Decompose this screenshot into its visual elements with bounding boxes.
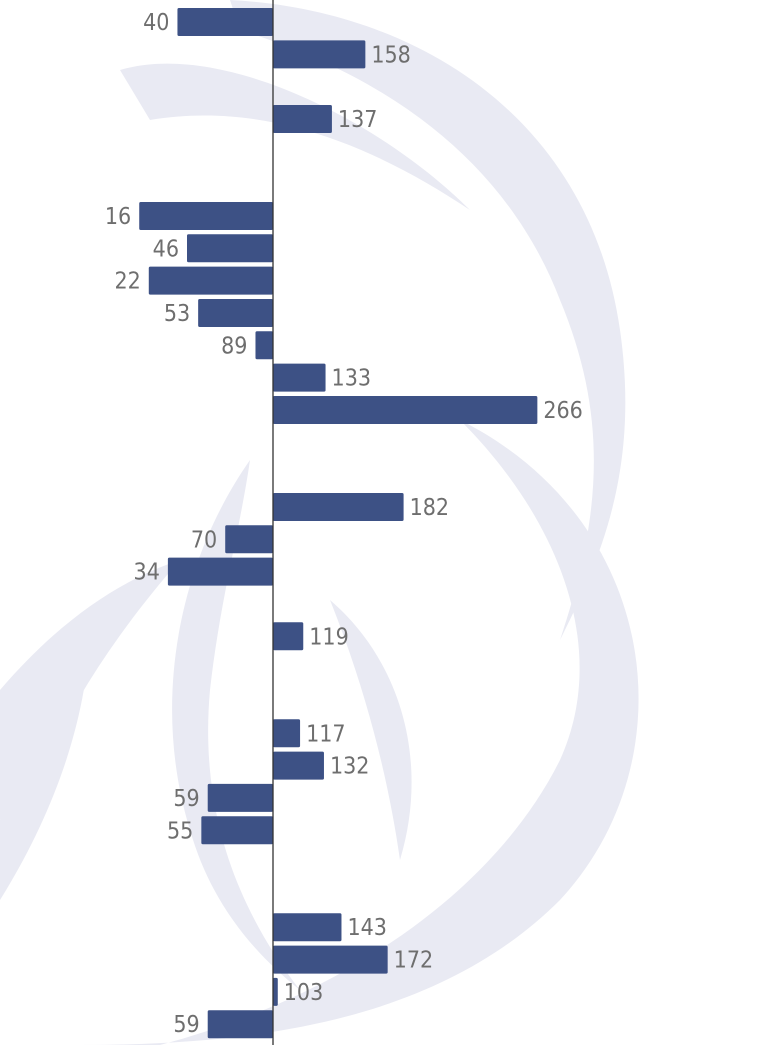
bar-value-label-16: 70 (191, 527, 217, 553)
bar-7 (187, 234, 273, 263)
bar-16 (225, 525, 273, 554)
bar-value-label-30: 103 (284, 980, 324, 1006)
bar-15 (273, 492, 404, 521)
bar-value-label-12: 266 (543, 398, 583, 424)
bar-value-label-23: 132 (330, 754, 370, 780)
bar-31 (207, 1010, 273, 1039)
bar-23 (273, 751, 324, 780)
bar-0 (177, 8, 273, 36)
bar-value-label-9: 53 (164, 301, 190, 327)
bar-value-label-25: 55 (167, 818, 193, 844)
bar-value-label-29: 172 (394, 948, 434, 974)
bar-value-label-0: 40 (143, 10, 169, 36)
bar-value-label-7: 46 (153, 236, 179, 262)
bar-8 (148, 266, 273, 295)
bar-17 (167, 557, 273, 586)
bar-1 (273, 40, 366, 69)
bar-28 (273, 913, 342, 942)
bar-10 (255, 331, 273, 360)
bar-value-label-3: 137 (338, 107, 378, 133)
bars-group (139, 8, 538, 1039)
bar-value-label-22: 117 (306, 721, 346, 747)
bar-value-label-11: 133 (332, 366, 372, 392)
bar-value-label-6: 16 (105, 204, 131, 230)
bar-value-label-24: 59 (173, 786, 199, 812)
bar-3 (273, 104, 332, 133)
bar-9 (198, 298, 273, 327)
bar-value-label-15: 182 (410, 495, 450, 521)
bar-22 (273, 719, 301, 748)
bar-11 (273, 363, 326, 392)
value-labels-group: 40 158 137 16 46 22 53 89 133 266 182 70 34 119 117 132… (105, 10, 583, 1038)
bar-30 (273, 977, 278, 1006)
bar-value-label-1: 158 (371, 42, 411, 68)
bar-value-label-17: 34 (134, 560, 160, 586)
bar-value-label-19: 119 (309, 624, 349, 650)
bar-24 (207, 783, 273, 812)
bar-25 (201, 816, 273, 845)
bar-6 (139, 201, 273, 230)
bar-value-label-28: 143 (347, 915, 387, 941)
bar-12 (273, 395, 538, 424)
brush-stroke-watermark (0, 0, 639, 1045)
bar-29 (273, 945, 388, 974)
bar-19 (273, 622, 304, 651)
bar-value-label-8: 22 (114, 269, 140, 295)
bar-value-label-31: 59 (173, 1012, 199, 1038)
bar-value-label-10: 89 (221, 333, 247, 359)
